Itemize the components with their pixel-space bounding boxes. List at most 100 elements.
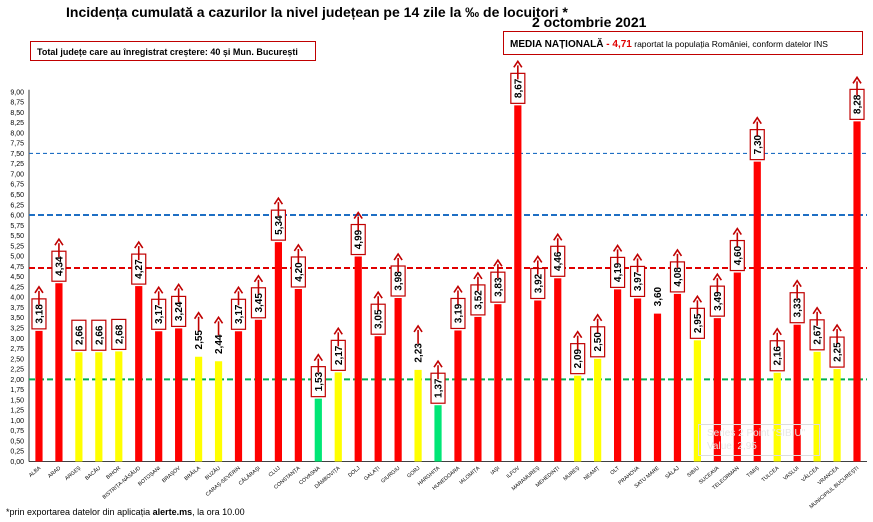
- bar[interactable]: [55, 283, 63, 462]
- national-average-text: raportat la populația României, conform …: [631, 39, 828, 49]
- bar[interactable]: [214, 361, 223, 462]
- bar[interactable]: [833, 369, 841, 462]
- trend-arrow-head: [333, 326, 343, 335]
- trend-arrow-head: [433, 359, 443, 368]
- trend-arrow-head: [54, 237, 64, 246]
- y-tick-label: 5,75: [10, 223, 24, 230]
- trend-arrow-head: [253, 274, 264, 283]
- value-label: 3,17: [234, 304, 245, 324]
- bar[interactable]: [175, 328, 183, 462]
- trend-arrow-head: [313, 353, 323, 362]
- bar[interactable]: [314, 398, 322, 462]
- y-tick-label: 6,75: [10, 182, 24, 189]
- bar[interactable]: [95, 352, 103, 462]
- x-axis-labels: ALBA ARAD ARGEȘ BACĂU BIHORBISTRIȚA-NĂSĂUDBO…: [28, 464, 860, 510]
- x-tick-label: ARAD: [47, 465, 62, 479]
- value-label: 2,66: [94, 325, 105, 345]
- bar[interactable]: [753, 161, 761, 462]
- value-label: 2,44: [214, 334, 225, 354]
- value-label-box: [71, 319, 87, 351]
- bar[interactable]: [374, 336, 382, 462]
- x-tick-label: ILFOV: [506, 465, 522, 480]
- y-tick-label: 4,50: [10, 274, 24, 281]
- bar[interactable]: [35, 330, 43, 462]
- value-label: 2,67: [813, 325, 824, 345]
- y-tick-label: 6,50: [10, 192, 24, 199]
- bar[interactable]: [713, 318, 721, 462]
- bar[interactable]: [554, 278, 562, 462]
- bar[interactable]: [274, 242, 283, 462]
- bar[interactable]: [534, 300, 542, 462]
- y-tick-label: 1,25: [10, 408, 24, 415]
- value-label: 2,25: [833, 342, 844, 362]
- trend-arrow-head: [752, 116, 762, 125]
- bar[interactable]: [494, 304, 502, 462]
- bars-layer: 3,18 4,34 2,66 2,66 2,68 4,27 3,17 3,24 2,55 2,44…: [31, 59, 865, 462]
- bar[interactable]: [354, 256, 362, 462]
- x-tick-label: IAȘI: [490, 465, 502, 476]
- y-tick-label: 9,00: [10, 89, 24, 96]
- bar[interactable]: [135, 286, 143, 462]
- value-label: 7,30: [753, 134, 764, 154]
- trend-arrow-head: [732, 227, 742, 235]
- national-average-box: MEDIA NAȚIONALĂ - 4,71 raportat la popul…: [503, 31, 863, 55]
- value-label: 2,66: [74, 325, 85, 345]
- value-label: 4,99: [354, 229, 365, 249]
- value-label: 3,05: [374, 309, 385, 329]
- bar[interactable]: [793, 324, 801, 462]
- y-tick-label: 2,75: [10, 346, 24, 353]
- bar[interactable]: [673, 293, 682, 462]
- bar[interactable]: [633, 298, 642, 462]
- bar[interactable]: [693, 340, 702, 462]
- y-tick-label: 5,50: [10, 233, 24, 240]
- bar[interactable]: [414, 369, 422, 462]
- y-tick-label: 5,25: [10, 243, 24, 250]
- bar[interactable]: [75, 352, 83, 462]
- x-tick-label: CARAȘ-SEVERIN: [205, 465, 242, 498]
- bar[interactable]: [853, 121, 861, 462]
- value-label: 3,52: [473, 290, 484, 310]
- bar[interactable]: [254, 319, 263, 462]
- bar[interactable]: [813, 351, 821, 462]
- value-label: 3,97: [633, 271, 644, 291]
- value-label: 2,95: [693, 313, 704, 333]
- value-label: 2,50: [593, 332, 604, 352]
- y-axis: 0,00 0,25 0,50 0,75 1,00 1,25 1,50 1,75 2,00 2,25…: [10, 89, 867, 466]
- chart-date: 2 octombrie 2021: [532, 14, 647, 30]
- bar[interactable]: [594, 358, 602, 462]
- value-label: 2,16: [773, 346, 784, 366]
- footnote: *prin exportarea datelor din aplicația a…: [6, 507, 245, 517]
- trend-arrow-head: [273, 196, 284, 205]
- bar[interactable]: [454, 330, 462, 462]
- value-label: 8,67: [513, 78, 524, 98]
- bar[interactable]: [294, 288, 302, 462]
- value-label: 3,24: [174, 301, 185, 321]
- x-tick-label: VASLUI: [782, 465, 800, 481]
- bar[interactable]: [613, 289, 622, 462]
- value-label: 2,17: [334, 345, 345, 365]
- bar[interactable]: [155, 331, 163, 462]
- bar[interactable]: [334, 372, 342, 462]
- y-tick-label: 8,75: [10, 100, 24, 107]
- y-tick-label: 5,00: [10, 254, 24, 261]
- bar[interactable]: [773, 372, 781, 462]
- bar[interactable]: [115, 351, 123, 462]
- y-tick-label: 2,25: [10, 367, 24, 374]
- bar[interactable]: [474, 316, 482, 462]
- y-tick-label: 7,50: [10, 151, 24, 158]
- bar[interactable]: [194, 356, 203, 462]
- bar[interactable]: [514, 105, 522, 462]
- trend-arrow-head: [453, 285, 463, 293]
- bar[interactable]: [234, 331, 243, 462]
- trend-arrow-head: [353, 211, 363, 219]
- trend-arrow-head: [213, 315, 224, 324]
- tooltip-value: Value: 2,95: [707, 441, 757, 452]
- bar[interactable]: [574, 375, 582, 462]
- value-label: 3,45: [254, 293, 265, 313]
- bar[interactable]: [653, 313, 662, 462]
- value-label-box: [91, 319, 107, 351]
- bar[interactable]: [733, 272, 741, 462]
- bar[interactable]: [394, 298, 402, 462]
- bar[interactable]: [434, 405, 442, 462]
- x-tick-label: BRAȘOV: [161, 465, 182, 484]
